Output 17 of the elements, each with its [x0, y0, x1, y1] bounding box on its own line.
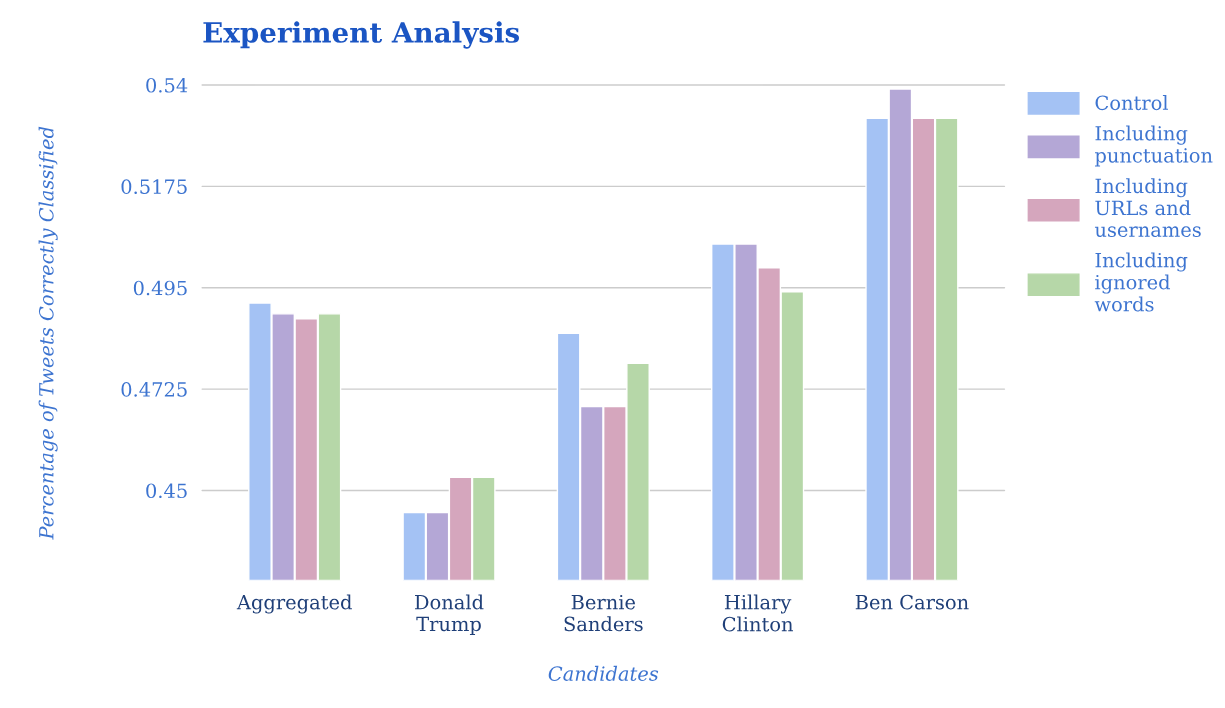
chart-title: Experiment Analysis: [203, 21, 520, 49]
y-tick-label: 0.54: [146, 77, 188, 93]
x-tick-label: Aggregated: [236, 594, 352, 614]
y-tick-label: 0.5175: [121, 179, 187, 194]
y-tick-label: 0.495: [133, 280, 187, 296]
y-tick-label: 0.4725: [121, 382, 187, 397]
y-axis-title: Percentage of Tweets Correctly Classified: [38, 126, 58, 540]
legend-label: Control: [1095, 95, 1168, 111]
x-axis-title: Candidates: [548, 665, 659, 681]
x-tick-label: Donald Trump: [415, 594, 484, 636]
legend-label: Including punctuation: [1095, 125, 1213, 167]
x-tick-label: Bernie Sanders: [564, 594, 643, 632]
legend-label: Including URLs and usernames: [1094, 178, 1201, 238]
x-tick-label: Ben Carson: [855, 594, 969, 610]
y-tick-label: 0.45: [146, 483, 187, 499]
legend-label: Including ignored words: [1094, 252, 1188, 312]
x-tick-label: Hillary Clinton: [722, 594, 794, 632]
